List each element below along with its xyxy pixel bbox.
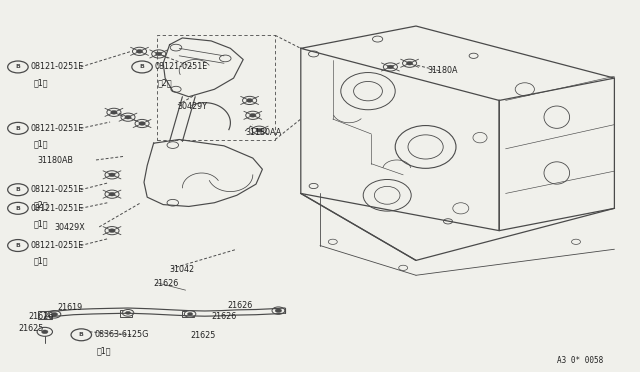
Text: B: B (15, 64, 20, 70)
Text: （1）: （1） (33, 140, 48, 148)
Text: 21626: 21626 (154, 279, 179, 288)
Circle shape (272, 307, 285, 314)
Text: 31180AA: 31180AA (245, 128, 282, 137)
Text: 08121-0251E: 08121-0251E (155, 62, 208, 71)
Text: 30429Y: 30429Y (178, 102, 208, 110)
Circle shape (167, 142, 179, 148)
Circle shape (170, 44, 182, 51)
Circle shape (122, 310, 134, 316)
Text: （2）: （2） (33, 201, 48, 210)
Text: 21625: 21625 (191, 331, 216, 340)
Text: B: B (15, 126, 20, 131)
Circle shape (171, 86, 181, 92)
Circle shape (109, 173, 115, 177)
Text: 08121-0251E: 08121-0251E (31, 241, 84, 250)
Text: 21626: 21626 (211, 312, 236, 321)
Circle shape (250, 113, 256, 117)
Circle shape (48, 311, 61, 318)
Circle shape (139, 122, 145, 125)
Circle shape (136, 49, 143, 53)
Text: （2）: （2） (157, 78, 172, 87)
Text: 21626: 21626 (29, 312, 54, 321)
FancyBboxPatch shape (120, 310, 132, 317)
Circle shape (444, 219, 452, 224)
Text: 21626: 21626 (227, 301, 252, 310)
Text: 08121-0251E: 08121-0251E (31, 204, 84, 213)
Text: B: B (15, 243, 20, 248)
Circle shape (51, 312, 58, 316)
Circle shape (309, 183, 318, 189)
Circle shape (125, 311, 131, 314)
Text: 31042: 31042 (170, 265, 195, 274)
Circle shape (167, 199, 179, 206)
Text: B: B (140, 64, 145, 70)
Text: 21625: 21625 (18, 324, 44, 333)
Circle shape (220, 55, 231, 62)
Circle shape (188, 312, 193, 315)
Text: 31180AB: 31180AB (37, 156, 73, 165)
Text: （1）: （1） (33, 257, 48, 266)
Circle shape (406, 61, 413, 65)
Circle shape (111, 110, 117, 114)
Circle shape (399, 265, 408, 270)
Text: 31180A: 31180A (428, 66, 458, 75)
Text: 30429X: 30429X (54, 223, 85, 232)
Circle shape (125, 115, 131, 119)
Text: （1）: （1） (97, 346, 111, 355)
FancyBboxPatch shape (182, 311, 194, 317)
Circle shape (387, 65, 394, 69)
Circle shape (275, 309, 282, 312)
Circle shape (469, 53, 478, 58)
Text: B: B (79, 332, 84, 337)
Circle shape (42, 330, 48, 334)
Text: 08121-0251E: 08121-0251E (31, 185, 84, 194)
Text: 21619: 21619 (58, 303, 83, 312)
Circle shape (109, 192, 115, 196)
Text: 08121-0251E: 08121-0251E (31, 124, 84, 133)
Text: B: B (15, 206, 20, 211)
Text: A3 0* 0058: A3 0* 0058 (557, 356, 603, 365)
Text: B: B (15, 187, 20, 192)
Circle shape (308, 51, 319, 57)
Circle shape (372, 36, 383, 42)
Text: （1）: （1） (33, 219, 48, 228)
Circle shape (184, 311, 196, 317)
Circle shape (37, 327, 52, 336)
Circle shape (328, 239, 337, 244)
Text: 08363-6125G: 08363-6125G (94, 330, 148, 339)
Circle shape (109, 229, 115, 232)
Circle shape (572, 239, 580, 244)
Circle shape (256, 128, 262, 132)
Circle shape (156, 52, 162, 56)
FancyBboxPatch shape (38, 311, 52, 319)
Text: 08121-0251E: 08121-0251E (31, 62, 84, 71)
Text: （1）: （1） (33, 78, 48, 87)
Circle shape (246, 99, 253, 102)
